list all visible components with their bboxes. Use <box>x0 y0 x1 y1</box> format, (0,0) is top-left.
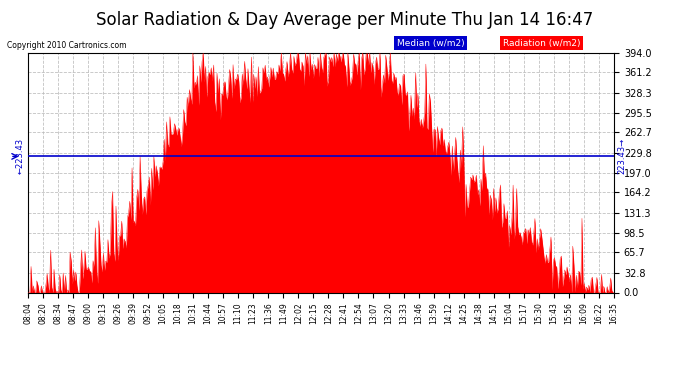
Text: Solar Radiation & Day Average per Minute Thu Jan 14 16:47: Solar Radiation & Day Average per Minute… <box>97 11 593 29</box>
Text: Median (w/m2): Median (w/m2) <box>397 39 465 48</box>
Text: Copyright 2010 Cartronics.com: Copyright 2010 Cartronics.com <box>7 41 126 50</box>
Text: ←223.43: ←223.43 <box>16 138 25 174</box>
Text: 223.43→: 223.43→ <box>617 138 626 174</box>
Text: Radiation (w/m2): Radiation (w/m2) <box>503 39 580 48</box>
